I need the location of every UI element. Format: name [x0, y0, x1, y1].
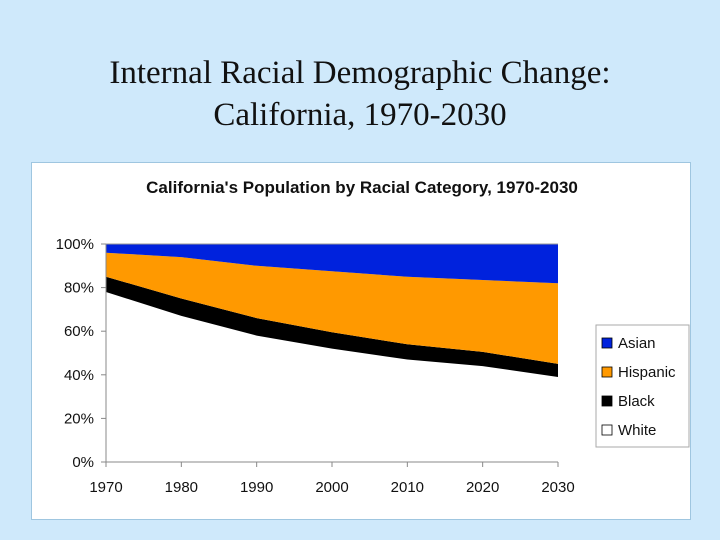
area-series-group: [106, 244, 558, 462]
legend-swatch-asian: [601, 337, 613, 349]
legend: Asian Hispanic Black White: [595, 324, 690, 448]
x-tick-label: 2030: [541, 479, 574, 496]
slide-title-line-2: California, 1970-2030: [213, 97, 507, 133]
legend-label-hispanic: Hispanic: [618, 364, 676, 381]
x-tick-label: 1970: [89, 479, 122, 496]
legend-label-asian: Asian: [618, 335, 656, 352]
y-tick-label: 100%: [56, 236, 94, 253]
legend-swatch-hispanic: [601, 366, 613, 378]
x-tick-label: 2020: [466, 479, 499, 496]
chart-frame: California's Population by Racial Catego…: [32, 163, 690, 519]
area-white: [106, 292, 558, 462]
y-tick-label: 80%: [64, 280, 94, 297]
legend-swatch-white: [601, 424, 613, 436]
area-hispanic: [106, 252, 558, 364]
area-black: [106, 276, 558, 377]
chart-title: California's Population by Racial Catego…: [146, 178, 578, 197]
population-area-chart: California's Population by Racial Catego…: [56, 178, 690, 496]
slide-title: Internal Racial Demographic Change: Cali…: [0, 52, 720, 136]
y-tick-label: 20%: [64, 410, 94, 427]
y-tick-label: 60%: [64, 323, 94, 340]
x-tick-label: 1980: [165, 479, 198, 496]
legend-label-black: Black: [618, 393, 655, 410]
y-tick-label: 0%: [72, 454, 94, 471]
area-asian: [106, 244, 558, 284]
x-tick-label: 2010: [391, 479, 424, 496]
y-tick-label: 40%: [64, 367, 94, 384]
x-tick-label: 1990: [240, 479, 273, 496]
legend-label-white: White: [618, 422, 656, 439]
axes-group: 0% 20% 40% 60% 80% 100% 1970 1980 1990 2000 2010 20…: [56, 236, 575, 496]
x-tick-label: 2000: [315, 479, 348, 496]
legend-swatch-black: [601, 395, 613, 407]
slide-title-line-1: Internal Racial Demographic Change:: [109, 55, 611, 91]
